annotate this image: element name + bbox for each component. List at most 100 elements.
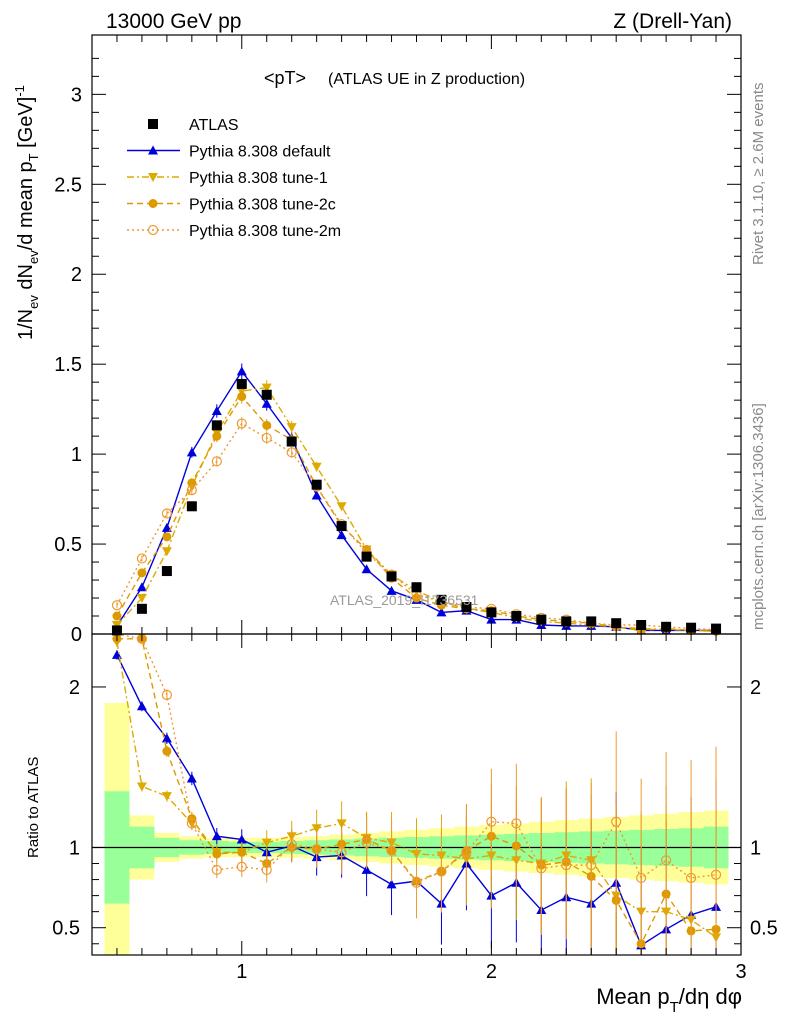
open-circle-marker <box>611 816 622 827</box>
open-circle-marker <box>586 860 597 871</box>
triangle-up-marker <box>161 733 172 743</box>
triangle-up-marker <box>136 582 147 592</box>
triangle-down-marker <box>261 383 272 393</box>
open-circle-marker <box>136 553 148 564</box>
header-left: 13000 GeV pp <box>106 10 241 33</box>
open-circle-marker <box>685 872 697 884</box>
xlabel-part: Mean p <box>596 984 669 1009</box>
open-circle-marker <box>486 816 497 827</box>
y-tick-label-bottom-right: 2 <box>750 677 761 699</box>
y-tick-label-bottom-right: 1 <box>750 837 761 859</box>
open-circle-marker <box>361 837 372 848</box>
square-marker <box>186 501 197 512</box>
circle-marker <box>137 568 147 578</box>
y-tick-label-top: 0 <box>71 624 82 646</box>
open-circle-marker <box>236 861 247 872</box>
ylabel-part: dN <box>15 264 37 295</box>
legend-entry: Pythia 8.308 tune-2m <box>127 223 341 240</box>
triangle-up-marker <box>386 879 397 889</box>
square-marker <box>311 479 322 490</box>
square-marker <box>148 119 158 129</box>
x-tick-label: 3 <box>735 961 746 983</box>
triangle-up-marker <box>361 564 372 574</box>
rivet-label: Rivet 3.1.10, ≥ 2.6M events <box>750 83 767 266</box>
triangle-up-marker <box>148 145 158 155</box>
triangle-down-marker <box>311 824 322 834</box>
square-marker <box>486 607 497 618</box>
x-tick-label: 2 <box>486 961 497 983</box>
triangle-up-marker <box>136 701 147 711</box>
triangle-down-marker <box>161 792 172 802</box>
open-circle-marker <box>561 860 572 871</box>
open-circle-marker <box>536 863 547 874</box>
triangle-up-marker <box>211 831 222 841</box>
triangle-down-marker <box>161 547 172 557</box>
triangle-down-marker <box>148 173 158 182</box>
square-marker <box>586 616 597 627</box>
legend-entry: Pythia 8.308 default <box>127 144 331 161</box>
circle-marker <box>237 392 247 402</box>
analysis-watermark: ATLAS_2019_I1736531 <box>330 592 479 608</box>
open-circle-marker <box>211 456 222 467</box>
open-circle-marker <box>461 847 472 858</box>
open-circle-marker <box>511 818 522 829</box>
x-tick-label: 1 <box>236 961 247 983</box>
y-tick-label-bottom: 1 <box>69 837 80 859</box>
triangle-up-marker <box>236 834 247 844</box>
square-marker <box>461 602 472 613</box>
ylabel-part: T <box>26 153 41 161</box>
triangle-up-marker <box>336 530 347 540</box>
open-circle-marker <box>286 447 297 458</box>
y-tick-label-top: 1.5 <box>54 354 82 376</box>
legend-label: ATLAS <box>189 117 239 134</box>
triangle-down-marker <box>286 423 297 433</box>
square-marker <box>261 389 272 400</box>
y-tick-label-top: 2 <box>71 264 82 286</box>
mcplots-label: mcplots.cern.ch [arXiv:1306.3436] <box>750 403 767 630</box>
open-circle-marker <box>261 432 272 444</box>
open-circle-marker <box>161 689 172 701</box>
open-circle-marker <box>661 855 672 866</box>
triangle-down-marker <box>261 838 272 848</box>
xlabel-part: /dη dφ <box>679 984 742 1009</box>
legend: ATLAS Pythia 8.308 default Pythia 8.308 tu… <box>127 117 341 240</box>
triangle-down-marker <box>136 782 147 792</box>
circle-marker <box>112 611 122 621</box>
open-circle-marker <box>636 872 647 884</box>
triangle-up-marker <box>486 614 497 624</box>
reference-series <box>111 378 722 636</box>
open-circle-marker <box>236 418 247 429</box>
square-marker <box>536 614 547 625</box>
triangle-up-marker <box>261 398 272 408</box>
square-marker <box>236 378 247 389</box>
triangle-up-marker <box>361 864 372 874</box>
circle-marker <box>212 431 222 441</box>
y-tick-label-bottom-right: 0.5 <box>750 918 778 940</box>
legend-entry: ATLAS <box>148 117 239 134</box>
legend-label: Pythia 8.308 tune-1 <box>189 170 328 187</box>
xlabel-part: T <box>670 999 679 1016</box>
triangle-up-marker <box>311 490 322 500</box>
open-circle-marker <box>111 600 123 611</box>
triangle-up-marker <box>186 773 197 783</box>
legend-label: Pythia 8.308 default <box>189 144 331 161</box>
open-circle-marker <box>386 845 397 856</box>
square-marker <box>661 621 672 632</box>
triangle-down-marker <box>311 462 322 472</box>
series-4 <box>111 417 722 955</box>
chart-title-sub: (ATLAS UE in Z production) <box>328 71 525 88</box>
square-marker <box>211 420 222 431</box>
y-tick-label-top: 3 <box>71 84 82 106</box>
square-marker <box>511 611 522 622</box>
y-tick-label-top: 2.5 <box>54 174 82 196</box>
square-marker <box>286 436 297 447</box>
legend-label: Pythia 8.308 tune-2c <box>189 197 336 214</box>
triangle-up-marker <box>386 585 397 595</box>
series-layer <box>111 363 722 955</box>
square-marker <box>561 616 572 627</box>
square-marker <box>336 521 347 532</box>
triangle-up-marker <box>161 522 172 532</box>
open-circle-marker <box>336 847 347 858</box>
triangle-up-marker <box>236 366 247 376</box>
